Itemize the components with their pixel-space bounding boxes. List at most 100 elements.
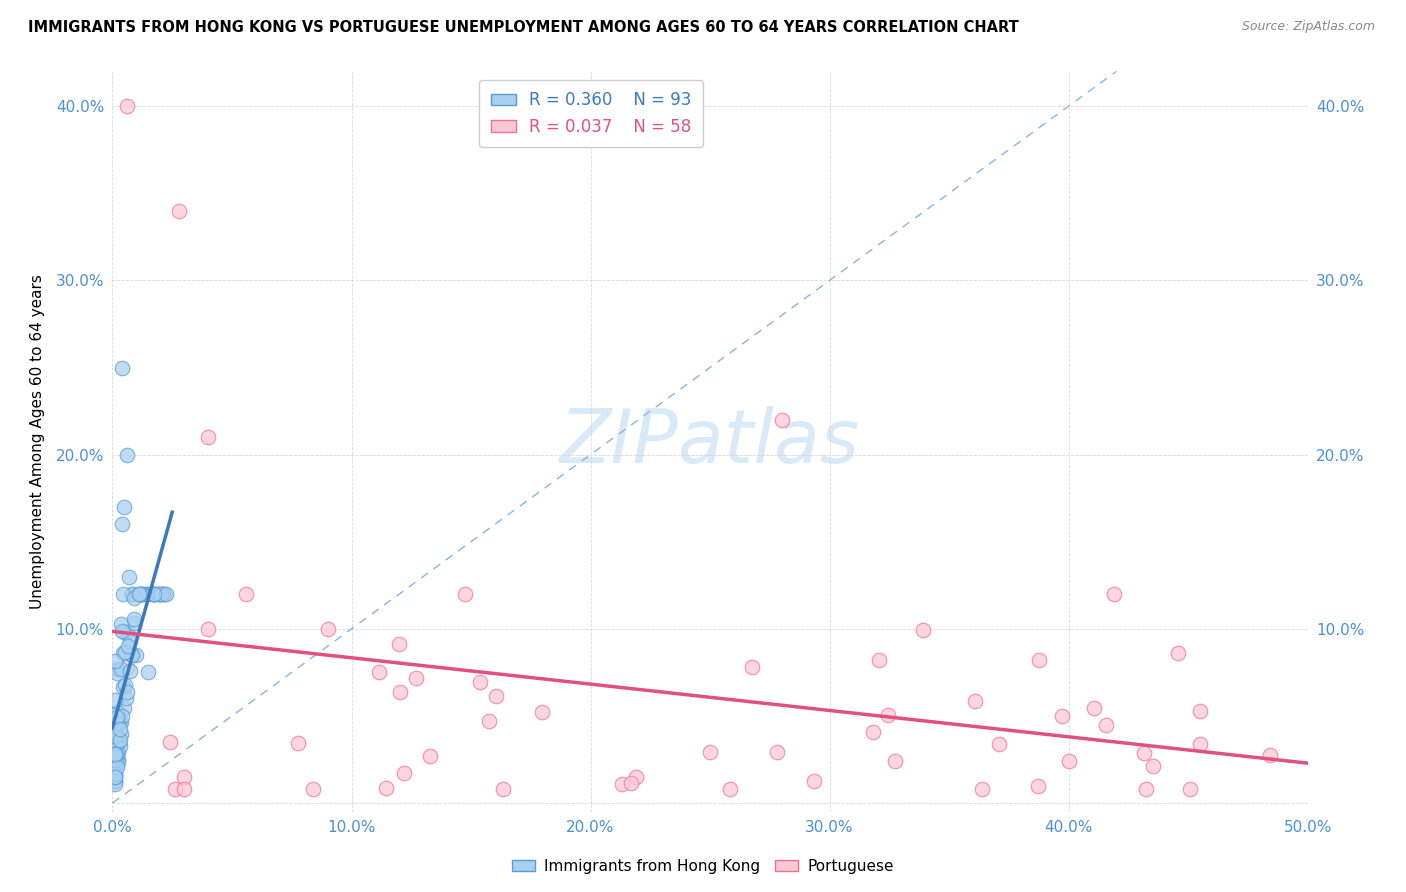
Point — [770, 413, 793, 427]
Point — [150, 587, 173, 601]
Point — [115, 624, 138, 639]
Point — [115, 690, 138, 705]
Point — [610, 777, 633, 791]
Point — [136, 587, 159, 601]
Point — [128, 587, 150, 601]
Point — [115, 448, 138, 462]
Point — [104, 707, 127, 722]
Point — [121, 587, 143, 601]
Point — [105, 753, 128, 767]
Point — [152, 587, 174, 601]
Point — [173, 782, 195, 797]
Point — [111, 517, 134, 532]
Point — [173, 770, 195, 784]
Point — [803, 773, 825, 788]
Point — [118, 569, 141, 583]
Point — [104, 766, 127, 780]
Point — [1057, 755, 1080, 769]
Point — [405, 671, 427, 685]
Point — [718, 782, 741, 797]
Point — [110, 726, 132, 740]
Point — [114, 644, 136, 658]
Point — [117, 685, 139, 699]
Point — [492, 782, 515, 797]
Point — [1142, 759, 1164, 773]
Point — [132, 587, 155, 601]
Point — [877, 708, 900, 723]
Point — [148, 587, 170, 601]
Point — [114, 678, 136, 692]
Text: IMMIGRANTS FROM HONG KONG VS PORTUGUESE UNEMPLOYMENT AMONG AGES 60 TO 64 YEARS C: IMMIGRANTS FROM HONG KONG VS PORTUGUESE … — [28, 20, 1019, 35]
Point — [108, 715, 131, 730]
Point — [153, 587, 176, 601]
Point — [468, 675, 491, 690]
Point — [105, 710, 128, 724]
Point — [104, 748, 127, 763]
Point — [301, 782, 323, 797]
Point — [104, 653, 127, 667]
Point — [316, 622, 339, 636]
Point — [104, 735, 127, 749]
Point — [1026, 779, 1049, 793]
Point — [107, 745, 129, 759]
Text: ZIPatlas: ZIPatlas — [560, 406, 860, 477]
Point — [1135, 782, 1157, 797]
Point — [104, 762, 127, 776]
Point — [987, 737, 1010, 751]
Point — [485, 689, 508, 703]
Point — [104, 692, 127, 706]
Point — [112, 587, 135, 601]
Point — [148, 587, 170, 601]
Y-axis label: Unemployment Among Ages 60 to 64 years: Unemployment Among Ages 60 to 64 years — [30, 274, 45, 609]
Point — [104, 747, 127, 762]
Point — [911, 624, 934, 638]
Point — [104, 770, 127, 784]
Point — [389, 685, 412, 699]
Point — [1052, 709, 1074, 723]
Point — [125, 648, 148, 662]
Point — [159, 735, 181, 749]
Point — [620, 776, 643, 790]
Point — [105, 760, 128, 774]
Legend: Immigrants from Hong Kong, Portuguese: Immigrants from Hong Kong, Portuguese — [506, 853, 900, 880]
Point — [129, 587, 152, 601]
Point — [143, 587, 166, 601]
Point — [138, 665, 160, 680]
Point — [105, 752, 128, 766]
Point — [104, 769, 127, 783]
Point — [105, 665, 128, 680]
Point — [388, 637, 411, 651]
Point — [104, 755, 127, 769]
Point — [163, 782, 186, 797]
Point — [104, 749, 127, 764]
Point — [105, 716, 128, 731]
Point — [105, 747, 128, 761]
Point — [1094, 717, 1116, 731]
Point — [883, 754, 905, 768]
Point — [131, 587, 153, 601]
Point — [104, 766, 127, 780]
Point — [107, 756, 129, 770]
Point — [105, 720, 128, 734]
Point — [970, 782, 993, 797]
Point — [197, 622, 219, 636]
Point — [114, 500, 135, 514]
Point — [108, 739, 131, 754]
Point — [699, 745, 721, 759]
Point — [104, 763, 127, 777]
Point — [112, 625, 135, 640]
Point — [121, 587, 143, 601]
Point — [128, 587, 150, 601]
Point — [868, 653, 890, 667]
Point — [454, 587, 477, 601]
Point — [1167, 646, 1189, 660]
Point — [965, 694, 987, 708]
Point — [104, 774, 127, 789]
Point — [1180, 782, 1202, 797]
Point — [104, 773, 127, 788]
Point — [112, 680, 135, 694]
Point — [110, 662, 132, 676]
Point — [112, 701, 135, 715]
Point — [104, 777, 127, 791]
Point — [110, 714, 132, 729]
